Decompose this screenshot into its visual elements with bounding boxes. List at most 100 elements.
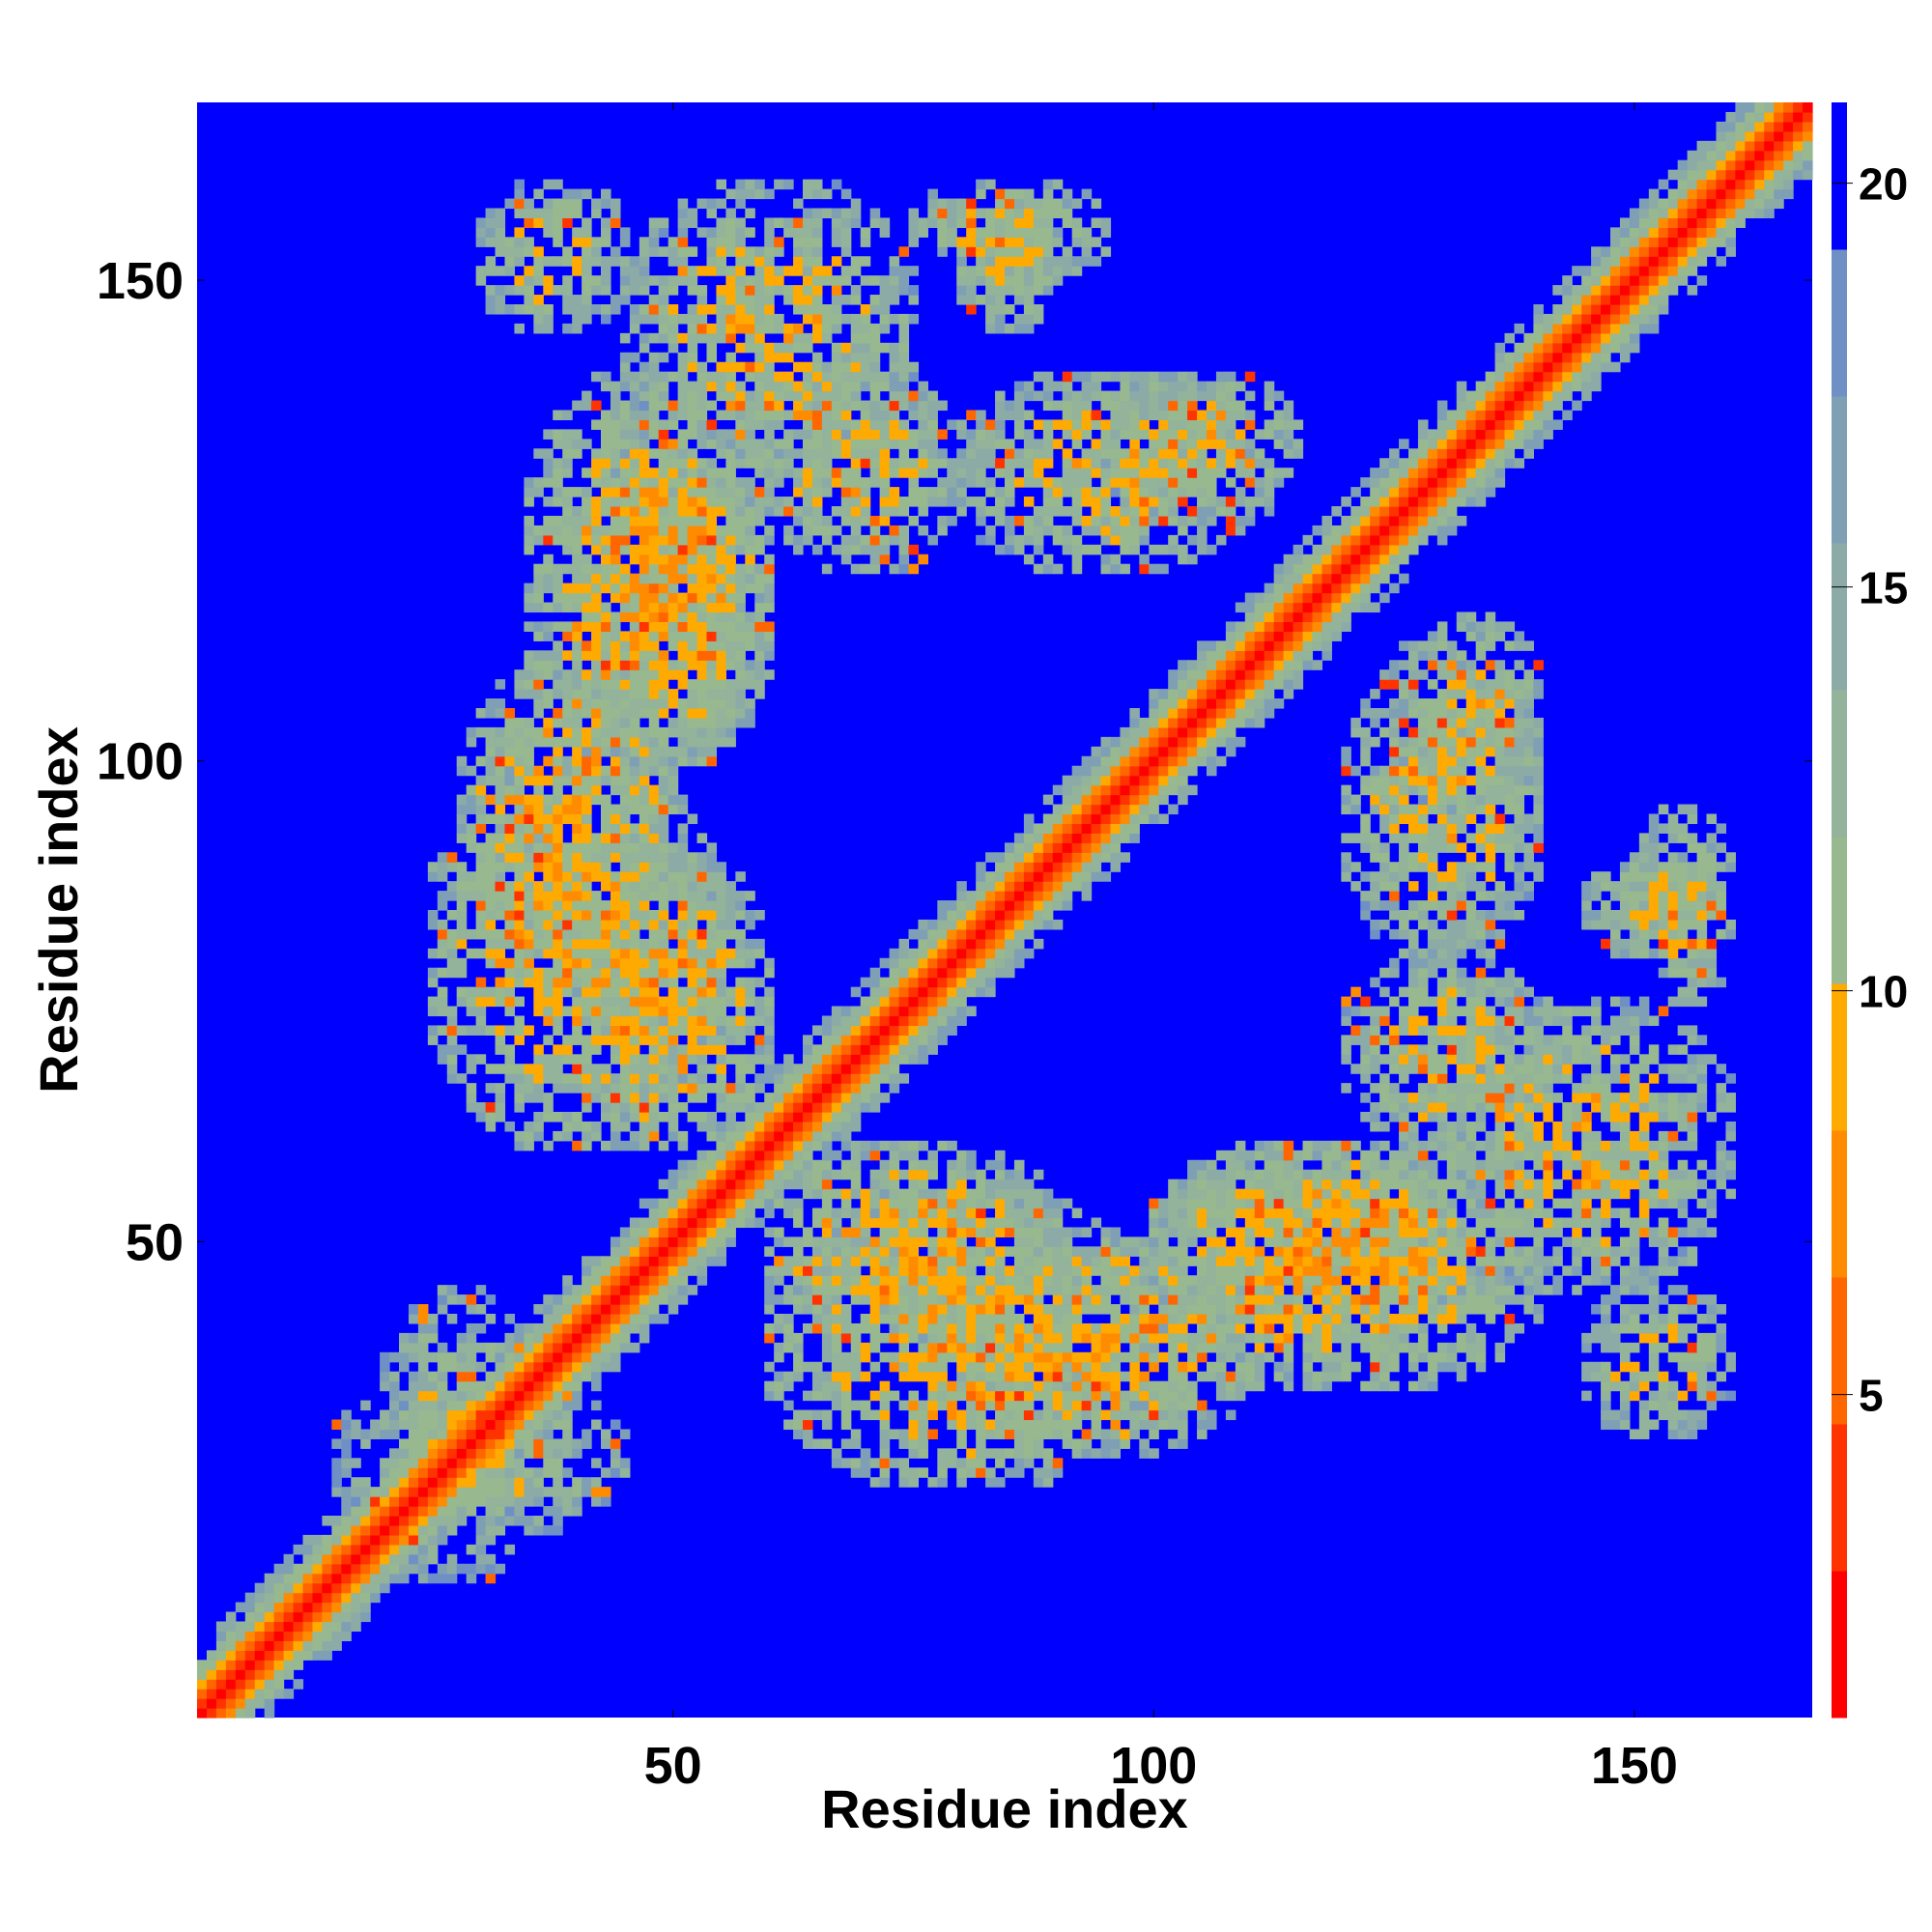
heatmap-cell (840, 1400, 852, 1411)
heatmap-cell (591, 957, 602, 969)
heatmap-cell (1273, 1256, 1285, 1266)
heatmap-cell (399, 1409, 410, 1421)
heatmap-cell (735, 1130, 746, 1142)
heatmap-cell (1465, 1102, 1477, 1113)
heatmap-cell (1158, 1304, 1169, 1315)
heatmap-cell (1504, 1179, 1516, 1190)
heatmap-cell (562, 1332, 573, 1344)
heatmap-cell (610, 1102, 621, 1113)
heatmap-cell (927, 1150, 938, 1161)
heatmap-cell (898, 1314, 910, 1324)
heatmap-cell (821, 1188, 833, 1200)
heatmap-cell (293, 1640, 304, 1651)
heatmap-cell (1023, 1438, 1035, 1449)
heatmap-cell (1504, 1246, 1516, 1257)
heatmap-cell (1254, 1179, 1265, 1190)
heatmap-cell (1360, 1150, 1371, 1161)
heatmap-cell (1081, 1256, 1093, 1266)
heatmap-cell (1293, 1227, 1304, 1237)
heatmap-cell (1379, 1236, 1390, 1247)
heatmap-cell (1533, 996, 1544, 1008)
heatmap-cell (648, 938, 660, 950)
heatmap-cell (1572, 1179, 1582, 1190)
heatmap-cell (725, 1054, 736, 1065)
heatmap-cell (774, 1130, 784, 1142)
heatmap-cell (879, 1294, 891, 1305)
heatmap-cell (1408, 1314, 1419, 1324)
heatmap-cell (1062, 1285, 1073, 1295)
heatmap-cell (793, 1371, 804, 1382)
heatmap-cell (1504, 967, 1516, 979)
heatmap-cell (197, 1689, 208, 1699)
heatmap-cell (1178, 1342, 1188, 1353)
heatmap-cell (629, 996, 640, 1008)
heatmap-cell (1168, 1390, 1179, 1402)
heatmap-cell (1033, 900, 1044, 911)
heatmap-cell (696, 910, 708, 921)
heatmap-cell (1446, 900, 1458, 911)
heatmap-cell (745, 891, 755, 901)
heatmap-cell (1475, 1332, 1487, 1344)
heatmap-cell (1706, 1294, 1718, 1305)
heatmap-cell (889, 957, 900, 969)
heatmap-cell (898, 1342, 910, 1353)
heatmap-cell (427, 1390, 439, 1402)
heatmap-cell (956, 948, 967, 959)
heatmap-cell (1417, 1064, 1429, 1074)
heatmap-cell (1533, 1285, 1544, 1295)
heatmap-cell (475, 1553, 487, 1565)
heatmap-cell (1244, 1256, 1256, 1266)
heatmap-cell (562, 910, 573, 921)
heatmap-cell (485, 891, 497, 901)
heatmap-cell (1120, 1265, 1130, 1276)
heatmap-cell (1341, 1332, 1351, 1344)
heatmap-cell (687, 1188, 698, 1200)
heatmap-cell (658, 1227, 669, 1237)
heatmap-cell (1062, 1380, 1073, 1392)
heatmap-cell (735, 1159, 746, 1171)
heatmap-cell (1005, 1285, 1015, 1295)
heatmap-cell (1485, 1285, 1496, 1295)
heatmap-cell (793, 1236, 804, 1247)
heatmap-cell (533, 919, 544, 930)
heatmap-cell (1023, 919, 1035, 930)
heatmap-cell (1629, 1380, 1640, 1392)
heatmap-cell (225, 1698, 237, 1709)
heatmap-cell (582, 1371, 592, 1382)
heatmap-cell (562, 1322, 573, 1334)
heatmap-cell (553, 967, 563, 979)
heatmap-cell (601, 1322, 611, 1334)
heatmap-cell (1187, 1179, 1198, 1190)
heatmap-cell (322, 1631, 332, 1641)
heatmap-cell (1591, 1256, 1602, 1266)
heatmap-cell (639, 1054, 650, 1065)
heatmap-cell (1638, 1429, 1650, 1439)
heatmap-cell (504, 1390, 516, 1402)
heatmap-cell (1687, 1246, 1698, 1257)
heatmap-cell (764, 967, 775, 979)
heatmap-cell (1485, 1064, 1496, 1074)
heatmap-cell (1648, 1150, 1660, 1161)
heatmap-cell (1436, 1246, 1448, 1257)
heatmap-cell (1273, 1150, 1285, 1161)
heatmap-cell (293, 1650, 304, 1661)
heatmap-cell (725, 1188, 736, 1200)
heatmap-cell (639, 1285, 650, 1295)
heatmap-cell (1042, 1304, 1054, 1315)
heatmap-cell (985, 1322, 996, 1334)
heatmap-cell (1436, 1025, 1448, 1036)
heatmap-cell (1312, 1150, 1323, 1161)
heatmap-cell (1254, 1332, 1265, 1344)
heatmap-cell (831, 1035, 842, 1045)
heatmap-cell (399, 1467, 410, 1478)
heatmap-cell (1005, 1265, 1015, 1276)
heatmap-cell (937, 957, 948, 969)
heatmap-cell (495, 977, 506, 988)
heatmap-cell (1042, 1256, 1054, 1266)
heatmap-cell (1436, 977, 1448, 988)
heatmap-cell (1638, 1322, 1650, 1334)
heatmap-cell (601, 977, 611, 988)
heatmap-cell (976, 891, 986, 901)
heatmap-cell (417, 1458, 429, 1468)
heatmap-cell (639, 1256, 650, 1266)
